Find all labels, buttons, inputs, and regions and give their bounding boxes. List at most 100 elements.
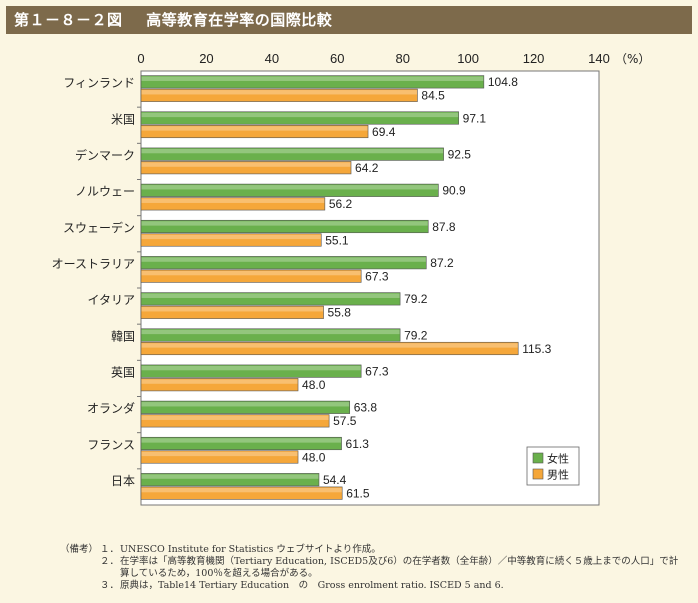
bar-female xyxy=(140,328,401,342)
note-number: ３． xyxy=(100,580,120,591)
bar-female xyxy=(140,147,444,161)
note-text: UNESCO Institute for Statistics ウェブサイトより… xyxy=(120,544,381,555)
bar-highlight xyxy=(141,257,426,262)
bar-highlight xyxy=(141,270,361,276)
bar-highlight xyxy=(141,90,417,95)
bar-female xyxy=(140,473,320,487)
bar-highlight xyxy=(141,112,459,118)
category-label: フランス xyxy=(87,438,135,452)
bar-male xyxy=(140,161,352,175)
data-label: 61.3 xyxy=(346,437,370,451)
data-label: 84.5 xyxy=(421,89,445,103)
category-label: 日本 xyxy=(111,474,135,488)
data-label: 67.3 xyxy=(365,364,389,378)
notes-section: （備考） １． UNESCO Institute for Statistics … xyxy=(60,544,680,592)
data-label: 64.2 xyxy=(355,161,379,175)
data-label: 63.8 xyxy=(354,401,378,415)
category-label: 韓国 xyxy=(111,329,135,343)
x-tick-label: 40 xyxy=(265,51,279,66)
bar-male xyxy=(140,378,299,392)
data-label: 87.8 xyxy=(432,220,456,234)
bar-highlight xyxy=(141,329,400,335)
x-tick-label: 60 xyxy=(330,51,344,66)
legend-label: 女性 xyxy=(547,452,569,466)
bar-male xyxy=(140,124,369,139)
bar-highlight xyxy=(141,148,444,154)
bar-male xyxy=(140,305,324,319)
bar-highlight xyxy=(141,451,298,457)
x-tick-label: 20 xyxy=(199,51,213,66)
note-text: 在学率は「高等教育機関（Tertiary Education, ISCED5及び… xyxy=(120,556,679,579)
data-label: 79.2 xyxy=(404,328,428,342)
data-label: 54.4 xyxy=(323,473,347,487)
bar-highlight xyxy=(141,379,298,384)
category-label: 英国 xyxy=(111,365,135,379)
bar-highlight xyxy=(141,487,342,493)
figure-title-bar: 第１－８－２図 高等教育在学率の国際比較 xyxy=(6,6,692,34)
data-label: 56.2 xyxy=(329,197,353,211)
data-label: 79.2 xyxy=(404,292,428,306)
bar-highlight xyxy=(141,198,325,203)
bar-highlight xyxy=(141,307,324,312)
bar-highlight xyxy=(141,293,400,298)
note-number: ２． xyxy=(100,556,120,567)
bar-highlight xyxy=(141,162,351,167)
note-text: 原典は，Table14 Tertiary Education の Gross e… xyxy=(120,580,504,591)
bar-male xyxy=(140,88,418,102)
bar-female xyxy=(140,111,459,125)
bar-highlight xyxy=(141,402,350,407)
bar-male xyxy=(140,414,330,428)
figure-number: 第１－８－２図 xyxy=(14,11,123,29)
category-label: イタリア xyxy=(87,293,135,307)
bar-highlight xyxy=(141,343,518,348)
legend-swatch xyxy=(532,452,544,464)
bar-female xyxy=(140,75,485,89)
legend-label: 男性 xyxy=(547,468,569,482)
category-label: ノルウェー xyxy=(75,185,135,199)
x-tick-label: 80 xyxy=(395,51,409,66)
bar-highlight xyxy=(141,126,368,131)
x-tick-label: 0 xyxy=(137,51,144,66)
bar-highlight xyxy=(141,185,438,190)
bar-male xyxy=(140,341,519,356)
category-label: スウェーデン xyxy=(63,220,135,235)
notes-header: （備考） xyxy=(60,544,99,555)
bar-female xyxy=(140,292,401,306)
bar-female xyxy=(140,256,427,270)
bar-highlight xyxy=(141,221,428,226)
bar-highlight xyxy=(141,415,329,420)
bar-male xyxy=(140,197,326,211)
bar-male xyxy=(140,233,322,247)
data-label: 69.4 xyxy=(372,125,396,139)
data-label: 97.1 xyxy=(463,111,487,125)
x-tick-label: 140 xyxy=(588,51,610,66)
data-label: 90.9 xyxy=(442,184,466,198)
bar-highlight xyxy=(141,234,321,240)
bar-female xyxy=(140,436,342,451)
category-label: フィンランド xyxy=(63,76,135,90)
figure-title: 高等教育在学率の国際比較 xyxy=(146,11,333,29)
legend-swatch xyxy=(532,468,544,480)
bar-female xyxy=(140,219,429,234)
data-label: 55.1 xyxy=(325,233,349,247)
plot-area xyxy=(140,70,600,506)
bar-highlight xyxy=(141,365,361,371)
x-unit-label: （%） xyxy=(615,52,650,66)
bar-highlight xyxy=(141,76,484,81)
x-tick-label: 100 xyxy=(457,51,479,66)
bar-female xyxy=(140,183,439,197)
bar-male xyxy=(140,269,362,283)
data-label: 48.0 xyxy=(302,378,326,392)
data-label: 87.2 xyxy=(430,256,454,270)
bar-male xyxy=(140,486,343,500)
data-label: 115.3 xyxy=(522,342,551,356)
data-label: 48.0 xyxy=(302,450,326,464)
category-label: 米国 xyxy=(111,112,135,126)
data-label: 55.8 xyxy=(328,306,352,320)
x-tick-label: 120 xyxy=(523,51,545,66)
data-label: 61.5 xyxy=(346,486,370,500)
data-label: 104.8 xyxy=(488,75,518,89)
data-label: 57.5 xyxy=(333,414,357,428)
bar-female xyxy=(140,400,351,414)
